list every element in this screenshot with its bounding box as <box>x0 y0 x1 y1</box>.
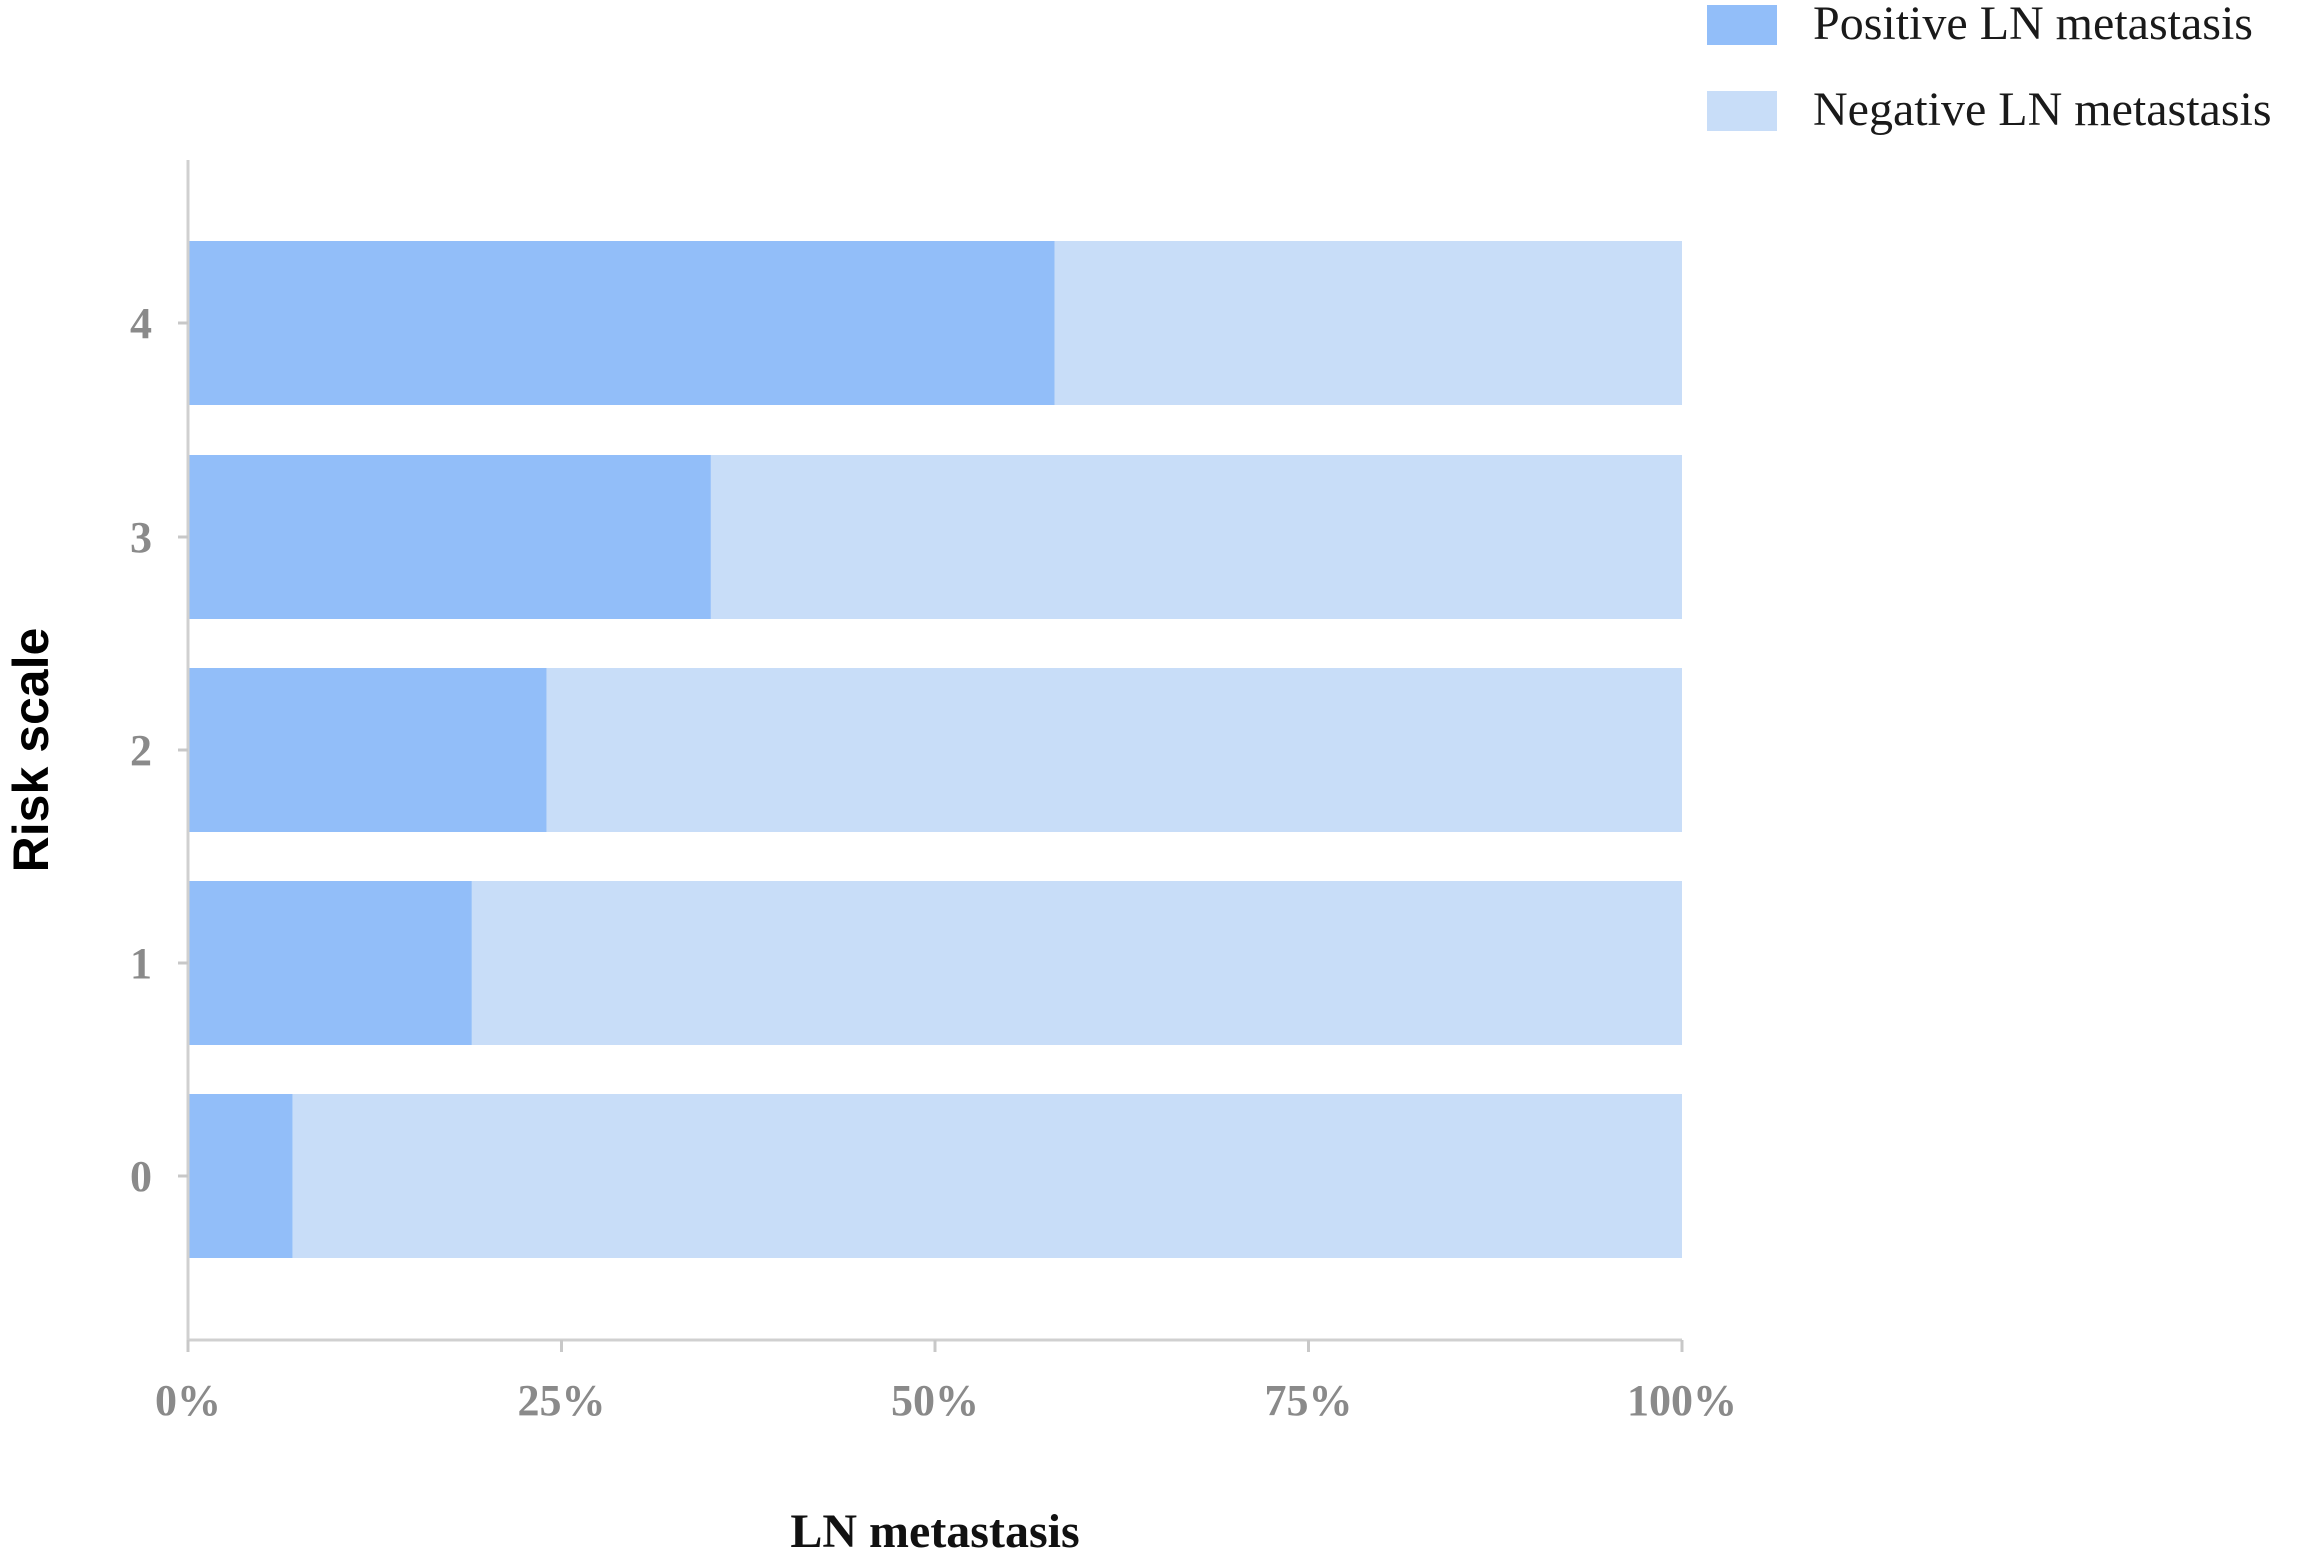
x-tick-label: 75% <box>1265 1376 1353 1425</box>
y-tick-label: 3 <box>130 513 152 562</box>
bar-negative-4 <box>1054 241 1682 405</box>
y-tick-label: 4 <box>130 299 152 348</box>
y-tick-label: 1 <box>130 939 152 988</box>
x-tick-label: 0% <box>155 1376 221 1425</box>
x-tick-label: 25% <box>518 1376 606 1425</box>
bar-positive-3 <box>188 455 711 619</box>
y-tick-label: 2 <box>130 726 152 775</box>
bar-negative-1 <box>471 881 1682 1045</box>
x-axis-title: LN metastasis <box>790 1505 1079 1553</box>
legend-swatch-positive <box>1707 5 1777 45</box>
bars-layer <box>188 241 1683 1258</box>
legend-label-negative: Negative LN metastasis <box>1813 83 2272 136</box>
bar-negative-0 <box>292 1094 1683 1258</box>
x-tick-label: 50% <box>891 1376 979 1425</box>
ticks-layer: 0 1 2 3 4 0% 25% 50% 75% 100% <box>130 299 1737 1425</box>
bar-positive-0 <box>188 1094 293 1258</box>
bar-negative-3 <box>710 455 1682 619</box>
bar-positive-2 <box>188 668 547 832</box>
x-tick-label: 100% <box>1627 1376 1737 1425</box>
legend-swatch-negative <box>1707 91 1777 131</box>
legend: Positive LN metastasis Negative LN metast… <box>1707 0 2272 136</box>
y-axis-title: Risk scale <box>3 628 59 873</box>
y-tick-label: 0 <box>130 1152 152 1201</box>
bar-negative-2 <box>546 668 1682 832</box>
bar-positive-4 <box>188 241 1055 405</box>
legend-label-positive: Positive LN metastasis <box>1813 0 2253 50</box>
bar-positive-1 <box>188 881 472 1045</box>
